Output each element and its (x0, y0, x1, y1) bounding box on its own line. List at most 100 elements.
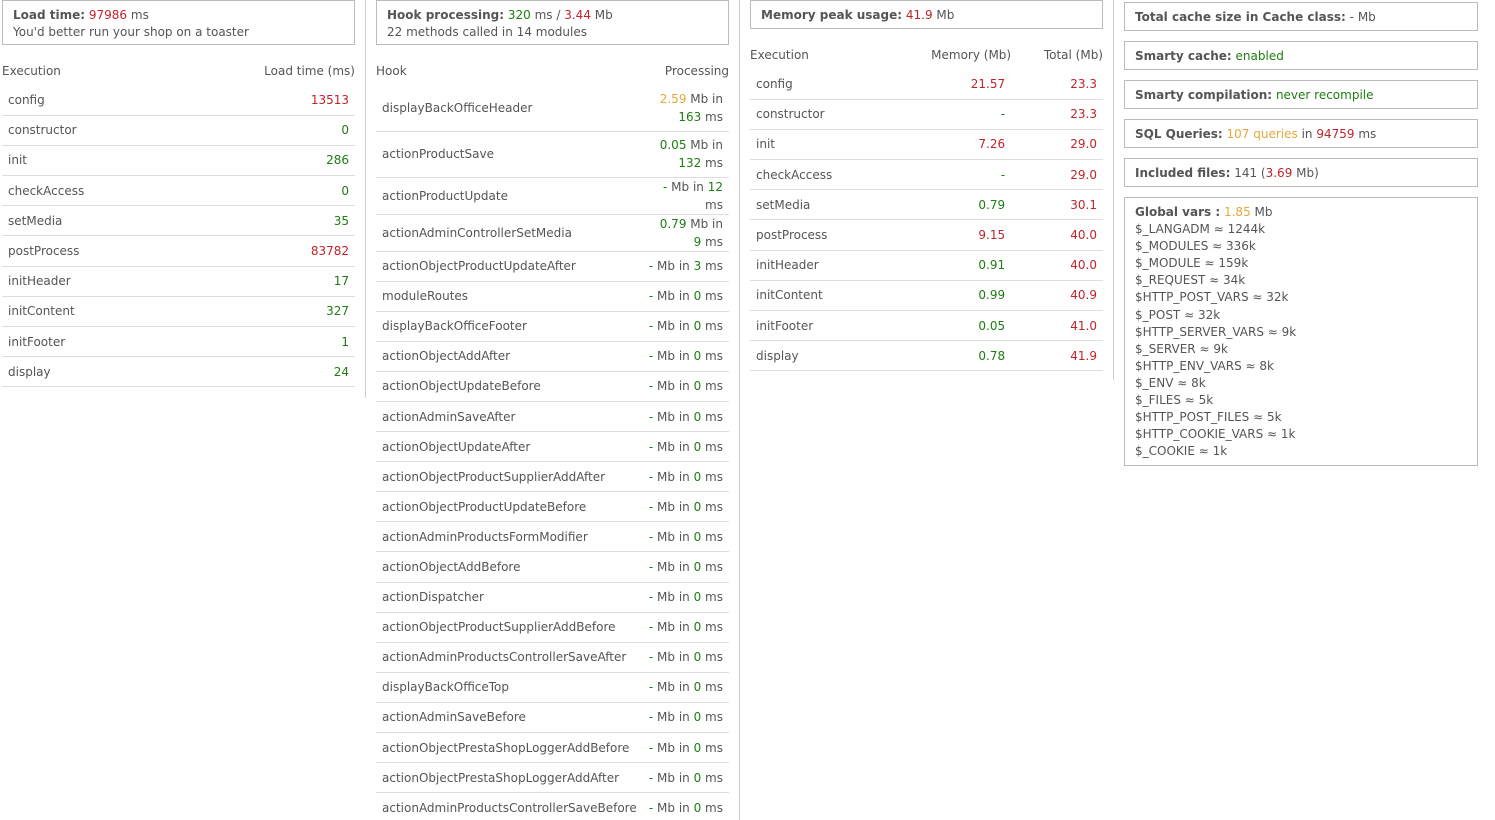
memory-cell: 0.99 (886, 280, 1012, 312)
table-row: init 286 (2, 145, 355, 177)
memory-cell: 7.26 (886, 129, 1012, 161)
table-row: checkAccess 0 (2, 175, 355, 207)
hook-time: 0 (693, 439, 702, 454)
table-row: initContent 0.99 40.9 (750, 280, 1103, 312)
table-row: display 24 (2, 356, 355, 388)
global-var-item: $HTTP_POST_VARS ≈ 32k (1135, 290, 1289, 305)
hook-memory: - (648, 529, 654, 544)
load-time-label: Load time: (13, 8, 86, 22)
hook-memory: 0.79 (659, 216, 687, 231)
hook-memory: - (648, 620, 654, 635)
load-time-cell: 0 (175, 115, 355, 146)
hook-memory: - (648, 680, 654, 695)
global-vars-size: 1.85 (1223, 205, 1251, 219)
hook-name: actionProductSave (376, 131, 643, 178)
hook-time: 12 (707, 179, 723, 194)
hook-name: actionObjectUpdateAfter (376, 431, 643, 463)
global-var-item: $_MODULE ≈ 159k (1135, 256, 1249, 271)
table-row: actionAdminControllerSetMedia 0.79 Mb in … (376, 214, 729, 252)
load-time-cell: 327 (175, 296, 355, 328)
execution-step-name: init (750, 129, 887, 161)
table-row: config 13513 (2, 85, 355, 116)
hook-name: actionObjectAddBefore (376, 551, 643, 583)
smarty-cache-box: Smarty cache: enabled (1124, 41, 1478, 70)
memory-cell: 0.91 (886, 250, 1012, 281)
table-row: setMedia 35 (2, 205, 355, 237)
execution-step-name: initFooter (2, 326, 176, 358)
execution-step-name: config (750, 69, 887, 100)
memory-cell: 0.79 (886, 189, 1012, 221)
hook-processing-cell: - Mb in 0 ms (642, 792, 729, 820)
execution-step-name: initFooter (750, 310, 887, 342)
execution-step-name: checkAccess (2, 175, 176, 207)
included-files-box: Included files: 141 (3.69 Mb) (1124, 158, 1478, 187)
hook-time: 0 (693, 409, 702, 424)
hook-processing-cell: 2.59 Mb in 163 ms (642, 85, 729, 132)
execution-step-name: init (2, 145, 176, 177)
sql-in-label: in (1301, 127, 1313, 141)
table-row: constructor -23.3 (750, 99, 1103, 130)
smarty-compilation-label: Smarty compilation: (1135, 88, 1273, 102)
load-time-cell: 13513 (175, 85, 355, 116)
hook-memory: - (648, 590, 654, 605)
load-time-cell: 17 (175, 266, 355, 297)
hook-name: actionAdminProductsControllerSaveBefore (376, 792, 643, 820)
hook-processing-cell: - Mb in 0 ms (642, 341, 729, 372)
memory-cell: - (886, 159, 1012, 191)
hook-memory: 0.05 (659, 138, 687, 152)
column-header-execution: Execution (750, 48, 809, 62)
execution-step-name: constructor (2, 115, 176, 146)
hook-memory: - (648, 800, 654, 815)
hook-time: 0 (693, 529, 702, 544)
hook-name: displayBackOfficeHeader (376, 85, 643, 132)
execution-step-name: initContent (750, 280, 887, 312)
hook-name: actionAdminSaveBefore (376, 702, 643, 734)
global-var-item: $_SERVER ≈ 9k (1135, 341, 1228, 356)
hook-time: 0 (693, 319, 702, 334)
hook-processing-cell: - Mb in 0 ms (642, 521, 729, 553)
hook-name: actionObjectAddAfter (376, 341, 643, 372)
hook-processing-cell: - Mb in 3 ms (642, 251, 729, 282)
hook-memory: 2.59 (659, 91, 687, 106)
hook-memory: - (648, 289, 654, 304)
load-time-unit: ms (130, 8, 149, 22)
load-time-panel: Load time: 97986 ms You'd better run you… (2, 0, 355, 388)
hook-processing-cell: - Mb in 0 ms (642, 582, 729, 613)
load-time-summary: Load time: 97986 ms You'd better run you… (2, 0, 355, 45)
included-files-unit: Mb (1296, 166, 1315, 180)
global-var-item: $_POST ≈ 32k (1135, 307, 1221, 322)
execution-step-name: display (2, 356, 176, 388)
table-row: config 21.57 23.3 (750, 69, 1103, 100)
table-row: actionAdminProductsControllerSaveAfter - … (376, 642, 729, 673)
global-var-item: $HTTP_COOKIE_VARS ≈ 1k (1135, 427, 1296, 442)
global-var-item: $_REQUEST ≈ 34k (1135, 273, 1246, 288)
memory-peak-unit: Mb (936, 8, 955, 22)
included-files-count: 141 (1234, 166, 1258, 180)
global-var-item: $_ENV ≈ 8k (1135, 375, 1206, 390)
cache-size-box: Total cache size in Cache class: - Mb (1124, 2, 1478, 31)
hook-memory: - (648, 710, 654, 725)
hook-name: actionDispatcher (376, 582, 643, 613)
hook-memory: - (648, 740, 654, 755)
sql-time-value: 94759 (1316, 127, 1355, 141)
sql-query-count: 107 queries (1226, 127, 1298, 141)
included-files-size: 3.69 (1265, 166, 1293, 180)
column-divider (739, 0, 740, 820)
total-memory-cell: 23.3 (1011, 99, 1103, 130)
smarty-cache-value: enabled (1235, 49, 1284, 63)
global-var-item: $_COOKIE ≈ 1k (1135, 444, 1228, 459)
global-vars-unit: Mb (1254, 205, 1273, 219)
hook-memory: - (663, 179, 668, 194)
execution-step-name: checkAccess (750, 159, 887, 191)
hook-processing-cell: - Mb in 0 ms (642, 612, 729, 643)
global-var-item: $_LANGADM ≈ 1244k (1135, 222, 1266, 237)
hook-processing-cell: - Mb in 0 ms (642, 371, 729, 402)
table-row: checkAccess -29.0 (750, 159, 1103, 191)
load-time-value: 97986 (88, 8, 128, 22)
memory-cell: 9.15 (886, 219, 1012, 251)
hook-name: actionObjectProductUpdateAfter (376, 251, 643, 282)
hook-processing-cell: - Mb in 0 ms (642, 551, 729, 583)
hook-table: Hook Processing displayBackOfficeHeader 2… (376, 57, 729, 820)
hook-processing-cell: - Mb in 0 ms (642, 281, 729, 312)
global-vars-label: Global vars : (1135, 205, 1221, 219)
